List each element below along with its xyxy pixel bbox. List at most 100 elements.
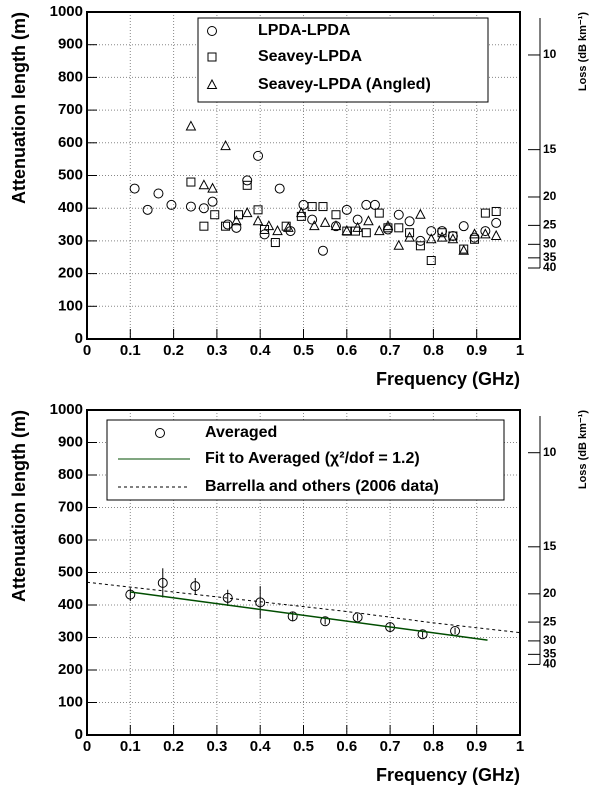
x-tick-label: 0 bbox=[83, 342, 91, 359]
marker-circle bbox=[352, 214, 363, 225]
x-tick-label: 0.4 bbox=[250, 342, 272, 359]
marker-circle bbox=[415, 235, 426, 246]
y-tick-label: 200 bbox=[58, 661, 83, 678]
x-tick-label: 0.6 bbox=[336, 342, 357, 359]
marker-triangle bbox=[480, 228, 491, 239]
x-tick-label: 0.2 bbox=[163, 738, 184, 755]
y2-tick-label: 40 bbox=[543, 260, 557, 274]
y2-tick-label: 15 bbox=[543, 539, 557, 553]
marker-triangle bbox=[308, 220, 320, 231]
y2-axis-label: Loss (dB km⁻¹) bbox=[577, 410, 589, 489]
y-axis-label: Attenuation length (m) bbox=[9, 12, 29, 204]
y-tick-label: 500 bbox=[58, 166, 83, 183]
legend-box bbox=[106, 419, 505, 501]
x-tick-label: 1 bbox=[516, 738, 524, 755]
marker-circle bbox=[222, 219, 233, 230]
marker-circle bbox=[125, 589, 136, 600]
marker-triangle bbox=[415, 208, 426, 219]
marker-square bbox=[270, 238, 280, 248]
marker-triangle bbox=[404, 231, 415, 242]
legend-label: Fit to Averaged (χ²/dof = 1.2) bbox=[205, 450, 420, 467]
y-tick-label: 300 bbox=[58, 628, 83, 645]
marker-circle bbox=[190, 581, 201, 592]
marker-square bbox=[480, 208, 490, 218]
marker-square bbox=[331, 210, 341, 220]
marker-circle bbox=[166, 199, 177, 210]
y-tick-label: 100 bbox=[58, 693, 83, 710]
marker-square bbox=[318, 202, 328, 212]
y-tick-label: 100 bbox=[58, 297, 83, 314]
y2-tick-label: 10 bbox=[543, 47, 557, 61]
marker-triangle bbox=[425, 233, 437, 244]
marker-square bbox=[448, 231, 458, 241]
marker-circle bbox=[307, 214, 318, 225]
marker-triangle bbox=[363, 215, 374, 226]
marker-circle bbox=[155, 428, 165, 438]
marker-triangle bbox=[352, 221, 363, 232]
y2-tick-label: 20 bbox=[543, 189, 557, 203]
x-tick-label: 0.5 bbox=[293, 342, 314, 359]
y-tick-label: 300 bbox=[58, 232, 83, 249]
y-tick-label: 800 bbox=[58, 68, 83, 85]
x-tick-label: 0.8 bbox=[423, 738, 444, 755]
x-tick-label: 0.3 bbox=[206, 342, 227, 359]
marker-circle bbox=[458, 221, 469, 232]
y2-tick-label: 20 bbox=[543, 586, 557, 600]
marker-triangle bbox=[241, 207, 253, 218]
marker-triangle bbox=[436, 231, 448, 242]
x-tick-label: 0.1 bbox=[120, 738, 141, 755]
x-tick-label: 0.6 bbox=[336, 738, 357, 755]
marker-square bbox=[426, 256, 436, 266]
marker-triangle bbox=[373, 225, 385, 236]
x-axis-label: Frequency (GHz) bbox=[376, 765, 520, 785]
y-tick-label: 400 bbox=[58, 199, 83, 216]
legend-label: Seavey-LPDA (Angled) bbox=[258, 76, 431, 93]
marker-square bbox=[242, 180, 252, 190]
x-tick-label: 0.8 bbox=[423, 342, 444, 359]
y2-tick-label: 35 bbox=[543, 250, 557, 264]
x-tick-label: 0.2 bbox=[163, 342, 184, 359]
marker-triangle bbox=[207, 182, 218, 193]
y2-tick-label: 40 bbox=[543, 657, 557, 671]
y2-tick-label: 15 bbox=[543, 142, 557, 156]
marker-triangle bbox=[263, 220, 275, 231]
y2-tick-label: 25 bbox=[543, 614, 557, 628]
marker-circle bbox=[157, 577, 168, 588]
marker-triangle bbox=[283, 221, 294, 232]
marker-triangle bbox=[220, 140, 231, 151]
y2-tick-label: 30 bbox=[543, 633, 557, 647]
marker-triangle bbox=[296, 207, 307, 218]
marker-circle bbox=[231, 222, 242, 233]
marker-triangle bbox=[252, 215, 264, 226]
marker-circle bbox=[369, 199, 380, 210]
y-tick-label: 500 bbox=[58, 563, 83, 580]
marker-circle bbox=[341, 204, 352, 215]
marker-circle bbox=[242, 175, 253, 186]
marker-circle bbox=[287, 611, 298, 622]
marker-square bbox=[207, 52, 217, 62]
marker-square bbox=[491, 206, 501, 216]
marker-triangle bbox=[341, 225, 353, 236]
marker-triangle bbox=[272, 225, 283, 236]
marker-square bbox=[394, 223, 404, 233]
y2-tick-label: 30 bbox=[543, 236, 557, 250]
marker-square bbox=[253, 205, 263, 215]
series-line bbox=[86, 581, 521, 634]
legend-label: LPDA-LPDA bbox=[258, 22, 351, 39]
marker-circle bbox=[142, 204, 153, 215]
legend-label: Averaged bbox=[205, 424, 277, 441]
marker-triangle bbox=[319, 216, 331, 227]
y-tick-label: 600 bbox=[58, 134, 83, 151]
marker-triangle bbox=[469, 228, 480, 239]
marker-square bbox=[199, 221, 209, 231]
x-tick-label: 0.5 bbox=[293, 738, 314, 755]
y-axis-label: Attenuation length (m) bbox=[9, 410, 29, 602]
y-tick-label: 1000 bbox=[50, 3, 83, 20]
marker-triangle bbox=[393, 239, 405, 250]
x-tick-label: 1 bbox=[516, 342, 524, 359]
marker-square bbox=[307, 202, 317, 212]
y-tick-label: 600 bbox=[58, 531, 83, 548]
y-tick-label: 200 bbox=[58, 265, 83, 282]
